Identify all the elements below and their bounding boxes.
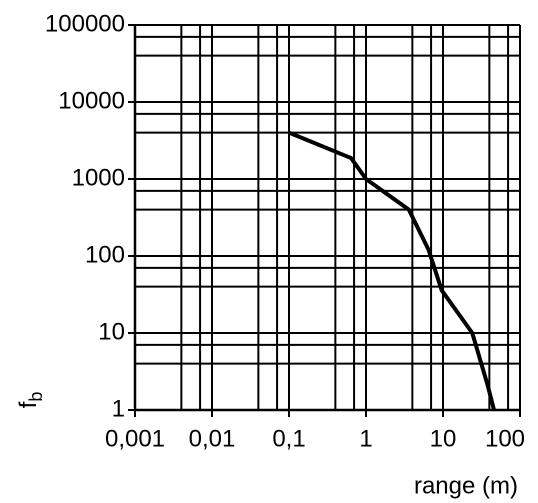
x-tick-label: 0,001 bbox=[105, 425, 165, 452]
y-axis-label-sub: b bbox=[26, 392, 46, 402]
data-line bbox=[288, 130, 496, 411]
x-tick-label: 100 bbox=[485, 425, 525, 452]
x-tick-label: 10 bbox=[430, 425, 457, 452]
y-axis-label: fb bbox=[15, 392, 45, 409]
x-tick-label: 0,01 bbox=[189, 425, 236, 452]
y-tick-label: 100000 bbox=[45, 10, 125, 37]
x-axis-label: range (m) bbox=[414, 472, 518, 499]
y-tick-label: 10 bbox=[98, 318, 125, 345]
y-tick-label: 10000 bbox=[58, 87, 125, 114]
y-tick-label: 1 bbox=[112, 395, 125, 422]
y-axis-label-main: f bbox=[15, 401, 42, 408]
y-tick-label: 1000 bbox=[72, 164, 125, 191]
y-tick-label: 100 bbox=[85, 241, 125, 268]
x-tick-label: 0,1 bbox=[272, 425, 305, 452]
x-tick-label: 1 bbox=[359, 425, 372, 452]
